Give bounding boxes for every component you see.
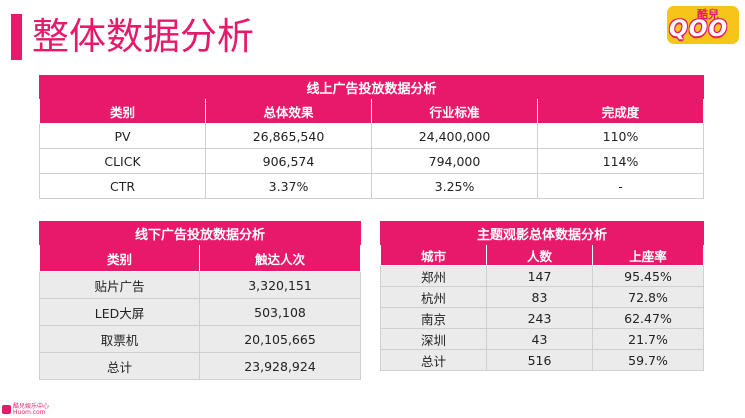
table-cell: 110% [536, 123, 705, 149]
table-cell: 21.7% [592, 328, 704, 350]
qoo-logo: 酷兒 QOO [667, 6, 739, 44]
title-accent-bar [11, 14, 22, 60]
table-row: 总计 516 59.7% [380, 349, 704, 371]
table-cell: 62.47% [592, 307, 704, 329]
table-cell: LED大屏 [39, 298, 200, 326]
theme-header-city: 城市 [380, 244, 487, 266]
table-cell: - [536, 173, 705, 199]
table-cell: 23,928,924 [198, 352, 362, 380]
table-cell: 取票机 [39, 325, 200, 353]
theme-table-caption: 主题观影总体数据分析 [380, 221, 704, 245]
table-cell: 794,000 [371, 148, 538, 174]
logo-top-text: 酷兒 [697, 8, 719, 21]
table-cell: 总计 [380, 349, 487, 371]
online-ad-table: 线上广告投放数据分析 类别 总体效果 行业标准 完成度 PV 26,865,54… [38, 75, 705, 199]
page-title: 整体数据分析 [32, 15, 254, 58]
table-row: PV 26,865,540 24,400,000 110% [39, 123, 705, 149]
table-row: CLICK 906,574 794,000 114% [39, 148, 705, 174]
table-row: 郑州 147 95.45% [380, 265, 704, 287]
table-cell: 243 [486, 307, 593, 329]
table-row: LED大屏 503,108 [39, 298, 362, 326]
watermark-line2: Huom.com [13, 409, 46, 416]
table-cell: 147 [486, 265, 593, 287]
table-cell: 503,108 [198, 298, 362, 326]
table-cell: 516 [486, 349, 593, 371]
table-cell: 杭州 [380, 286, 487, 308]
table-cell: CTR [39, 173, 206, 199]
table-cell: 59.7% [592, 349, 704, 371]
online-header-standard: 行业标准 [371, 98, 538, 124]
table-cell: 114% [536, 148, 705, 174]
table-cell: 郑州 [380, 265, 487, 287]
table-cell: 83 [486, 286, 593, 308]
table-cell: CLICK [39, 148, 206, 174]
online-table-caption: 线上广告投放数据分析 [38, 75, 705, 99]
table-row: 总计 23,928,924 [39, 352, 362, 380]
watermark-line1: 酷兒娱乐中心 [13, 403, 50, 410]
table-cell: 24,400,000 [371, 123, 538, 149]
table-cell: 3,320,151 [198, 271, 362, 299]
table-cell: 3.37% [205, 173, 372, 199]
table-row: 深圳 43 21.7% [380, 328, 704, 350]
table-row: CTR 3.37% 3.25% - [39, 173, 705, 199]
watermark: 酷兒娱乐中心 Huom.com [2, 403, 58, 416]
table-cell: 43 [486, 328, 593, 350]
offline-ad-table: 线下广告投放数据分析 类别 触达人次 贴片广告 3,320,151 LED大屏 … [38, 221, 362, 380]
table-cell: 95.45% [592, 265, 704, 287]
online-header-completion: 完成度 [536, 98, 705, 124]
table-cell: 贴片广告 [39, 271, 200, 299]
table-cell: 26,865,540 [205, 123, 372, 149]
table-row: 取票机 20,105,665 [39, 325, 362, 353]
table-cell: 906,574 [205, 148, 372, 174]
table-row: 杭州 83 72.8% [380, 286, 704, 308]
theme-header-people: 人数 [486, 244, 593, 266]
logo-background [667, 6, 739, 44]
offline-header-reach: 触达人次 [198, 244, 362, 272]
watermark-icon [2, 405, 11, 414]
offline-header-category: 类别 [39, 244, 200, 272]
table-cell: 南京 [380, 307, 487, 329]
table-cell: 深圳 [380, 328, 487, 350]
theme-screening-table: 主题观影总体数据分析 城市 人数 上座率 郑州 147 95.45% 杭州 83… [380, 221, 704, 371]
logo-main-text: QOO [669, 17, 729, 42]
table-row: 南京 243 62.47% [380, 307, 704, 329]
online-header-category: 类别 [39, 98, 206, 124]
online-header-overall: 总体效果 [205, 98, 372, 124]
table-cell: 72.8% [592, 286, 704, 308]
table-cell: 20,105,665 [198, 325, 362, 353]
table-cell: 3.25% [371, 173, 538, 199]
table-row: 贴片广告 3,320,151 [39, 271, 362, 299]
theme-header-occupancy: 上座率 [592, 244, 704, 266]
table-cell: PV [39, 123, 206, 149]
table-cell: 总计 [39, 352, 200, 380]
offline-table-caption: 线下广告投放数据分析 [38, 221, 362, 245]
